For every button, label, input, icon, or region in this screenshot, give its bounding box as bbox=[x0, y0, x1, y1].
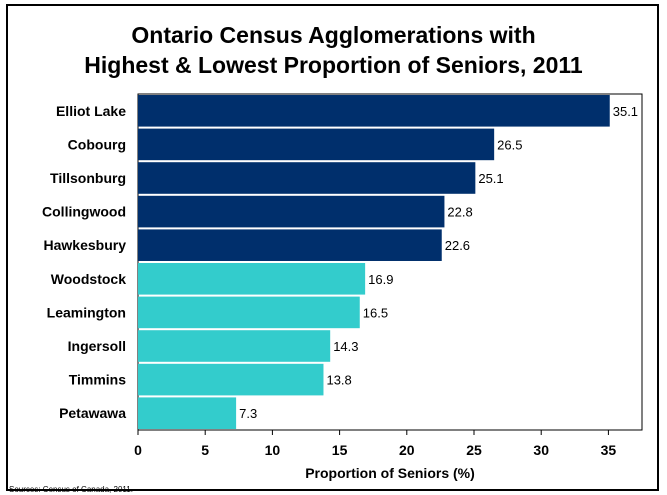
category-label: Hawkesbury bbox=[44, 237, 127, 253]
bar-hawkesbury bbox=[138, 229, 442, 261]
value-label: 35.1 bbox=[613, 104, 638, 119]
category-label: Collingwood bbox=[42, 204, 126, 220]
value-label: 16.5 bbox=[363, 305, 388, 320]
category-label: Leamington bbox=[47, 304, 126, 320]
value-label: 25.1 bbox=[478, 171, 503, 186]
category-label: Petawawa bbox=[59, 405, 126, 421]
bar-collingwood bbox=[138, 195, 445, 228]
x-tick-label: 0 bbox=[134, 442, 142, 458]
bars-group bbox=[138, 95, 610, 429]
bar-ingersoll bbox=[138, 330, 331, 362]
bar-cobourg bbox=[138, 128, 495, 161]
bar-elliot-lake bbox=[138, 95, 610, 127]
value-label: 7.3 bbox=[239, 406, 257, 421]
x-tick-label: 30 bbox=[533, 442, 549, 458]
category-label: Woodstock bbox=[51, 271, 126, 287]
x-tick-label: 20 bbox=[399, 442, 415, 458]
value-labels: 35.1 26.5 25.1 22.8 22.6 16.9 16.5 14.3 13.8 7.3 bbox=[239, 104, 638, 421]
category-labels: Elliot Lake Cobourg Tillsonburg Collingwood… bbox=[42, 103, 126, 421]
x-axis-title: Proportion of Seniors (%) bbox=[305, 465, 475, 481]
x-tick-label: 5 bbox=[201, 442, 209, 458]
value-label: 22.6 bbox=[445, 238, 470, 253]
bar-timmins bbox=[138, 363, 324, 396]
chart-title: Ontario Census Agglomerations with Highe… bbox=[0, 20, 667, 80]
category-label: Elliot Lake bbox=[56, 103, 126, 119]
x-tick-label: 15 bbox=[332, 442, 348, 458]
x-tick-label: 25 bbox=[466, 442, 482, 458]
x-tick-label: 10 bbox=[265, 442, 281, 458]
value-label: 13.8 bbox=[326, 373, 351, 388]
x-axis-ticks: 0 5 10 15 20 25 30 35 bbox=[134, 430, 616, 458]
source-note: Sources: Census of Canada, 2011. bbox=[9, 485, 133, 494]
bar-woodstock bbox=[138, 263, 366, 295]
chart-title-line-1: Ontario Census Agglomerations with bbox=[131, 22, 536, 48]
value-label: 22.8 bbox=[447, 205, 472, 220]
category-label: Tillsonburg bbox=[50, 170, 126, 186]
bar-tillsonburg bbox=[138, 162, 476, 194]
value-label: 14.3 bbox=[333, 339, 358, 354]
chart-title-line-2: Highest & Lowest Proportion of Seniors, … bbox=[84, 52, 583, 78]
x-tick-label: 35 bbox=[601, 442, 617, 458]
value-label: 16.9 bbox=[368, 272, 393, 287]
category-label: Ingersoll bbox=[68, 338, 126, 354]
category-label: Cobourg bbox=[68, 136, 126, 152]
bar-leamington bbox=[138, 296, 360, 329]
bar-petawawa bbox=[138, 397, 237, 429]
category-label: Timmins bbox=[69, 372, 127, 388]
value-label: 26.5 bbox=[497, 137, 522, 152]
